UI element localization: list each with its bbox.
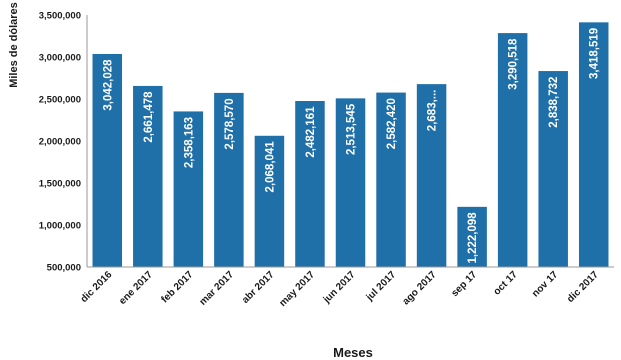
x-tick-label: ene 2017: [117, 269, 155, 307]
data-label: 2,578,570: [224, 98, 236, 149]
bar: [91, 52, 124, 268]
x-tick-label: sep 17: [449, 269, 479, 299]
data-label: 2,683,...: [427, 90, 439, 132]
bar: [456, 205, 488, 268]
y-tick-label: 1,000,000: [39, 221, 81, 232]
bar: [294, 99, 326, 268]
data-labels: 3,042,028 2,661,478 2,358,163 2,578,570 2,06…: [102, 28, 600, 264]
y-axis-title: Miles de dólares: [8, 2, 20, 88]
x-axis-ticks: dic 2016 ene 2017 feb 2017 mar 2017 abr 2017…: [79, 269, 601, 309]
y-tick-label: 1,500,000: [39, 179, 81, 190]
y-tick-label: 2,500,000: [39, 95, 81, 106]
y-tick-label: 500,000: [47, 263, 81, 274]
data-label: 2,582,420: [386, 98, 398, 149]
bar: [496, 32, 529, 268]
bar: [132, 84, 164, 268]
data-label: 2,838,732: [548, 77, 560, 128]
data-label: 3,042,028: [102, 59, 114, 111]
bar: [375, 91, 407, 268]
y-tick-label: 2,000,000: [39, 137, 81, 148]
x-tick-label: feb 2017: [159, 269, 195, 305]
y-tick-label: 3,500,000: [39, 11, 81, 22]
data-label: 2,513,545: [346, 103, 358, 155]
x-tick-label: ago 2017: [401, 269, 439, 307]
y-axis-ticks: 500,000 1,000,000 1,500,000 2,000,000 2,500,…: [39, 11, 81, 274]
x-tick-label: nov 17: [530, 269, 560, 299]
x-axis-title: Meses: [333, 345, 373, 360]
data-label: 2,482,161: [305, 106, 317, 158]
x-tick-label: dic 2017: [565, 269, 601, 305]
x-tick-label: jul 2017: [364, 269, 399, 304]
data-label: 3,418,519: [589, 28, 601, 79]
x-tick-label: mar 2017: [198, 269, 237, 308]
bar: [213, 91, 245, 268]
data-label: 3,290,518: [508, 38, 520, 90]
x-tick-label: oct 17: [492, 269, 521, 298]
data-label: 2,358,163: [183, 117, 195, 168]
bar: [172, 110, 205, 268]
x-tick-label: abr 2017: [240, 269, 277, 306]
bar: [537, 70, 569, 268]
bars: [91, 21, 610, 268]
data-label: 1,222,098: [467, 212, 479, 264]
x-tick-label: jun 2017: [321, 269, 358, 306]
x-tick-label: dic 2016: [79, 269, 115, 305]
data-label: 2,068,041: [264, 141, 276, 193]
y-tick-label: 3,000,000: [39, 53, 81, 64]
x-tick-label: may 2017: [277, 269, 317, 309]
data-label: 2,661,478: [143, 91, 155, 143]
